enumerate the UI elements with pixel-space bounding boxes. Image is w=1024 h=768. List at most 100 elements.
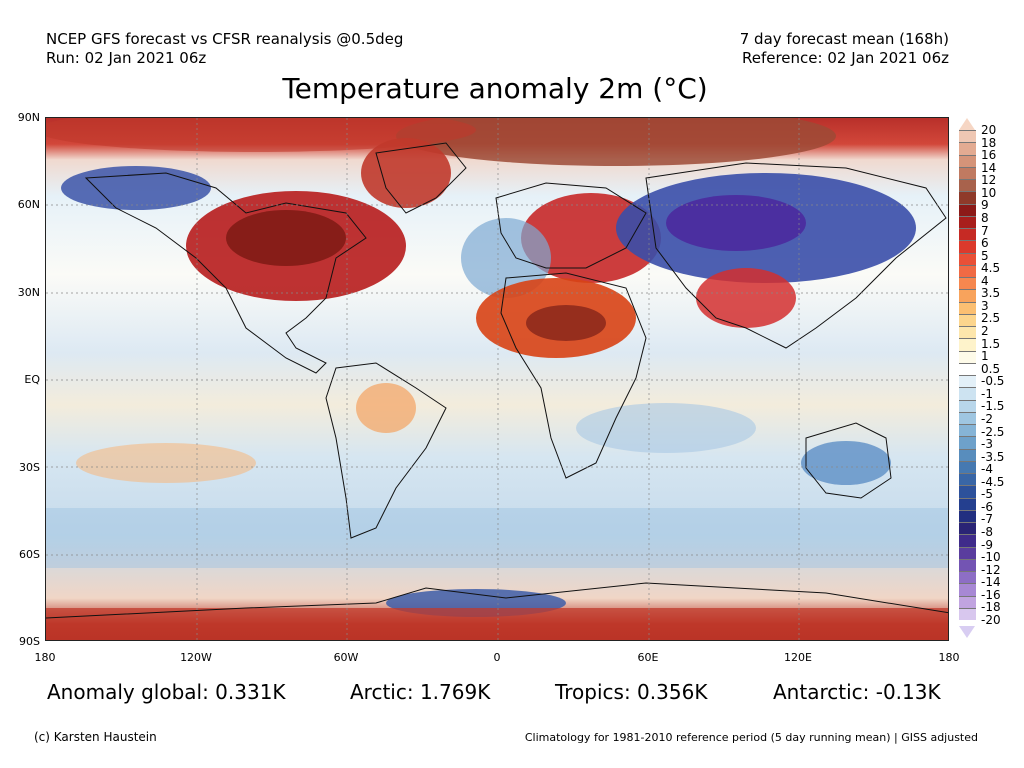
colorbar-segment — [959, 313, 976, 326]
run-info: NCEP GFS forecast vs CFSR reanalysis @0.… — [46, 30, 403, 68]
colorbar-segment — [959, 289, 976, 302]
colorbar-tick-label: 6 — [981, 236, 989, 251]
colorbar-segment — [959, 203, 976, 216]
colorbar-segment — [959, 130, 976, 143]
colorbar-tick-label: -9 — [981, 537, 993, 552]
colorbar-segment — [959, 179, 976, 192]
colorbar-tick-label: 0.5 — [981, 361, 1001, 376]
canada-warm-core — [226, 210, 346, 266]
colorbar-tick-label: 9 — [981, 198, 989, 213]
coastlines — [46, 142, 948, 619]
colorbar-segment — [959, 534, 976, 547]
colorbar-segment — [959, 387, 976, 400]
colorbar-segment — [959, 509, 976, 522]
colorbar-tick-label: -7 — [981, 512, 993, 527]
africa-outline — [500, 272, 647, 479]
colorbar-segment — [959, 228, 976, 241]
lat-label-eq: EQ — [24, 373, 40, 386]
colorbar-segment — [959, 571, 976, 584]
colorbar-segment — [959, 399, 976, 412]
reference-time: Reference: 02 Jan 2021 06z — [741, 49, 949, 67]
anomaly-patches — [46, 118, 948, 640]
copyright: (c) Karsten Haustein — [34, 730, 157, 744]
north-atlantic-cool-anomaly — [461, 218, 551, 298]
lat-label-60s: 60S — [19, 548, 40, 561]
lat-label-30s: 30S — [19, 461, 40, 474]
colorbar-tick-label: 16 — [981, 148, 997, 163]
lon-label-120e: 120E — [784, 651, 812, 664]
colorbar-segment — [959, 522, 976, 535]
colorbar-segment — [959, 473, 976, 486]
colorbar-tick-label: -14 — [981, 575, 1001, 590]
lon-label-180w: 180 — [34, 651, 56, 664]
colorbar-segment — [959, 362, 976, 375]
colorbar-tick-label: 5 — [981, 248, 989, 263]
colorbar-segment — [959, 252, 976, 265]
lon-label-120w: 120W — [180, 651, 212, 664]
arctic-warm-anomaly — [396, 118, 836, 166]
colorbar-tick-label: 1 — [981, 349, 989, 364]
colorbar-tick-label: 12 — [981, 173, 997, 188]
colorbar-tick-label: -8 — [981, 525, 993, 540]
lon-label-60e: 60E — [637, 651, 659, 664]
colorbar-tick-label: -4 — [981, 462, 993, 477]
colorbar — [959, 130, 976, 620]
colorbar-tick-label: 4.5 — [981, 261, 1001, 276]
colorbar-tick-label: -4.5 — [981, 474, 1005, 489]
colorbar-tick-label: 4 — [981, 273, 989, 288]
colorbar-segment — [959, 448, 976, 461]
colorbar-segment — [959, 558, 976, 571]
colorbar-tick-label: 7 — [981, 223, 989, 238]
sahara-warm-core — [526, 305, 606, 341]
colorbar-tick-label: 10 — [981, 185, 997, 200]
lat-label-60n: 60N — [17, 198, 40, 211]
anomaly-tropics: Tropics: 0.356K — [555, 680, 708, 704]
europe-outline — [495, 182, 647, 269]
forecast-info: 7 day forecast mean (168h) Reference: 02… — [740, 30, 949, 68]
north-america-outline — [84, 172, 367, 374]
colorbar-tick-label: -18 — [981, 600, 1001, 615]
lon-label-180e: 180 — [938, 651, 960, 664]
greenland-outline — [375, 142, 467, 214]
colorbar-segment — [959, 595, 976, 608]
arctic-warm-cap — [46, 118, 476, 152]
colorbar-tick-label: -0.5 — [981, 374, 1005, 389]
climatology-note: Climatology for 1981-2010 reference peri… — [524, 731, 978, 744]
map-title: Temperature anomaly 2m (°C) — [282, 72, 708, 105]
colorbar-segment — [959, 460, 976, 473]
colorbar-segment — [959, 436, 976, 449]
colorbar-segment — [959, 607, 976, 620]
colorbar-segment — [959, 583, 976, 596]
colorbar-tick-label: -1.5 — [981, 399, 1005, 414]
colorbar-segment — [959, 497, 976, 510]
lon-label-0: 0 — [493, 651, 501, 664]
greenland-warm-anomaly — [361, 138, 451, 208]
colorbar-segment — [959, 338, 976, 351]
run-time: Run: 02 Jan 2021 06z — [46, 49, 207, 67]
colorbar-tick-label: -16 — [981, 587, 1001, 602]
colorbar-segment — [959, 277, 976, 290]
colorbar-tick-label: 14 — [981, 160, 997, 175]
colorbar-segment — [959, 485, 976, 498]
model-description: NCEP GFS forecast vs CFSR reanalysis @0.… — [46, 30, 404, 48]
colorbar-tick-label: 3.5 — [981, 286, 1001, 301]
graticule — [46, 118, 948, 640]
siberia-cold-core — [666, 195, 806, 251]
colorbar-tick-label: -3 — [981, 437, 993, 452]
colorbar-tick-label: -12 — [981, 562, 1001, 577]
colorbar-segment — [959, 154, 976, 167]
australia-outline — [805, 422, 892, 499]
colorbar-tick-label: -6 — [981, 499, 993, 514]
colorbar-tick-label: 20 — [981, 123, 997, 137]
colorbar-tick-label: -2 — [981, 411, 993, 426]
colorbar-segment — [959, 301, 976, 314]
colorbar-segment — [959, 326, 976, 339]
colorbar-tick-label: 2.5 — [981, 311, 1001, 326]
colorbar-tick-label: -20 — [981, 613, 1001, 627]
colorbar-tick-label: -10 — [981, 550, 1001, 565]
alaska-cold-anomaly — [61, 166, 211, 210]
colorbar-tick-label: 3 — [981, 298, 989, 313]
south-america-outline — [325, 362, 447, 539]
anomaly-global: Anomaly global: 0.331K — [47, 680, 286, 704]
temperature-anomaly-map — [45, 117, 949, 641]
